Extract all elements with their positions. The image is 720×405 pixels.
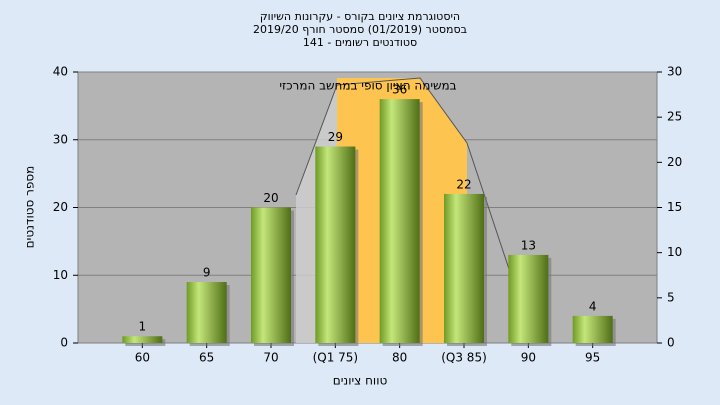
bar: [251, 207, 291, 343]
distribution-curve: [295, 77, 512, 276]
y-axis-label: מספר סטודנטים: [23, 166, 37, 249]
bar: [572, 315, 613, 343]
x-tick-label: (Q1 75): [313, 351, 359, 365]
bar: [122, 336, 163, 343]
y2-tick-label: 5: [667, 290, 675, 304]
x-axis-label: טווח ציונים: [333, 374, 388, 388]
y2-tick-label: 25: [667, 110, 682, 124]
x-tick-label: 70: [263, 351, 278, 365]
y2-tick-label: 15: [667, 200, 682, 214]
y-tick-label: 30: [53, 132, 68, 146]
x-tick-label: 65: [199, 351, 214, 365]
data-label: 36: [392, 83, 407, 97]
x-tick-label: 95: [585, 351, 600, 365]
bar: [186, 282, 227, 343]
chart-title: היסטוגרמת ציונים בקורס - עקרונות השיווק: [260, 10, 460, 23]
bar: [444, 193, 484, 343]
bar: [315, 146, 356, 343]
y-tick-label: 20: [53, 200, 68, 214]
chart-subtitle: סטודנטים רשומים - 141: [303, 36, 417, 49]
bar: [379, 99, 420, 343]
y-tick-label: 0: [60, 336, 68, 350]
x-tick-label: 90: [521, 351, 536, 365]
data-label: 29: [328, 130, 343, 144]
y2-tick-label: 30: [667, 65, 682, 79]
y2-tick-label: 0: [667, 336, 675, 350]
data-label: 1: [139, 320, 147, 334]
data-label: 9: [203, 266, 211, 280]
bar: [508, 254, 549, 343]
y-tick-label: 40: [53, 65, 68, 79]
x-tick-label: 80: [392, 351, 407, 365]
y2-tick-label: 10: [667, 245, 682, 259]
data-label: 22: [456, 177, 471, 191]
data-label: 4: [589, 299, 597, 313]
chart-subtitle: בסמסטר (01/2019) סמסטר חורף 2019/20: [253, 23, 467, 36]
x-tick-label: (Q3 85): [441, 351, 487, 365]
data-label: 20: [263, 191, 278, 205]
annotation: במשימה הציון סופי במחשב המרכזי: [279, 79, 456, 93]
y2-tick-label: 20: [667, 155, 682, 169]
y-tick-label: 10: [53, 268, 68, 282]
data-label: 13: [521, 238, 536, 252]
x-tick-label: 60: [135, 351, 150, 365]
